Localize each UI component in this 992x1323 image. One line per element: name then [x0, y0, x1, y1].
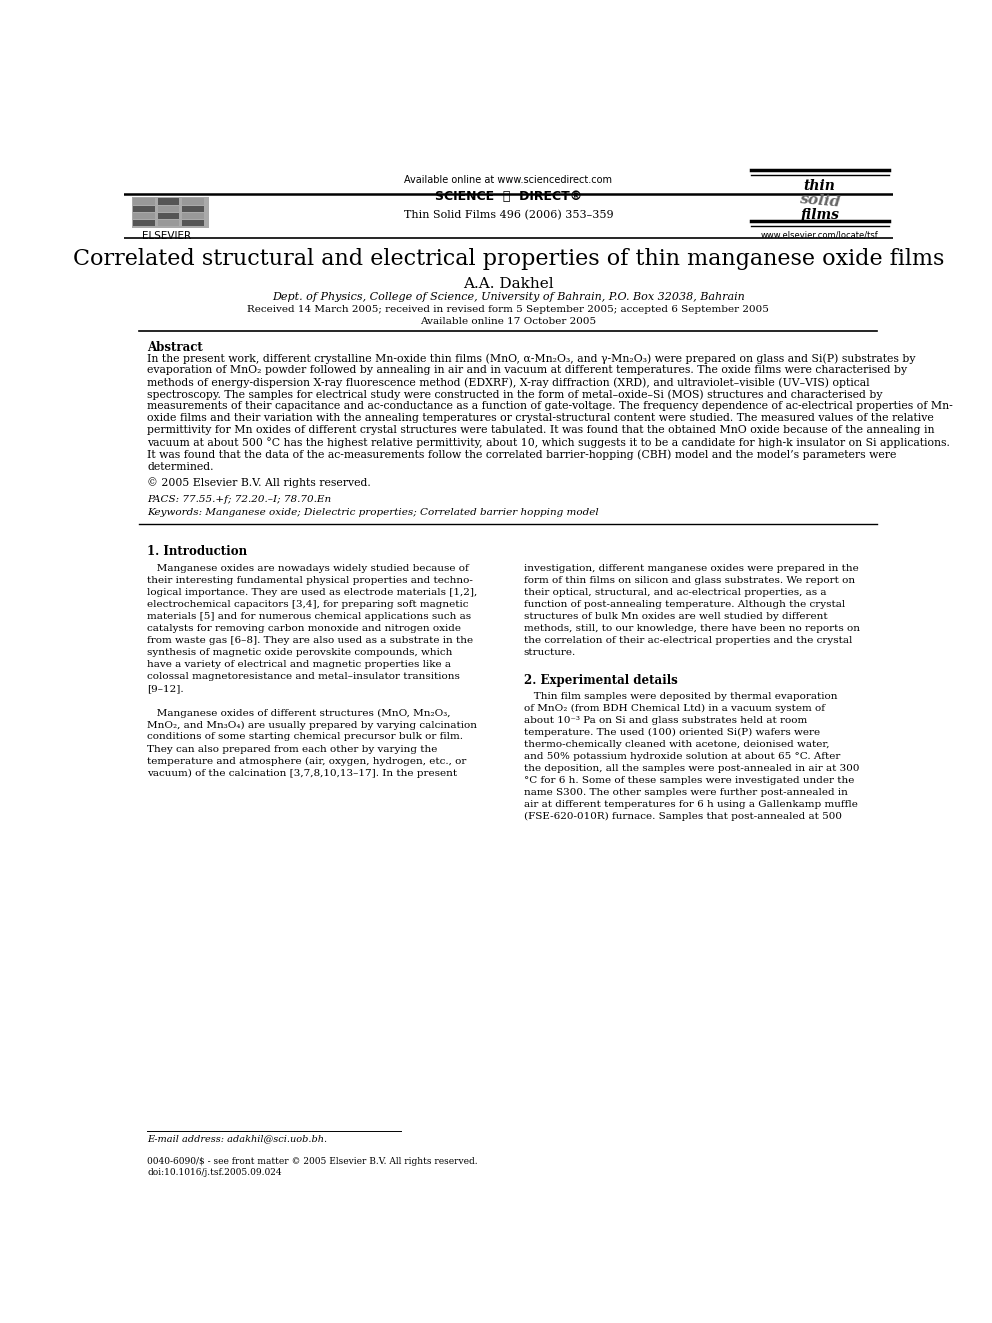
Text: 0040-6090/$ - see front matter © 2005 Elsevier B.V. All rights reserved.: 0040-6090/$ - see front matter © 2005 El… — [147, 1158, 478, 1166]
Text: Thin Solid Films 496 (2006) 353–359: Thin Solid Films 496 (2006) 353–359 — [404, 209, 613, 220]
Text: the correlation of their ac-electrical properties and the crystal: the correlation of their ac-electrical p… — [524, 636, 852, 646]
Bar — [158, 213, 180, 218]
Text: name S300. The other samples were further post-annealed in: name S300. The other samples were furthe… — [524, 789, 847, 798]
Text: [9–12].: [9–12]. — [147, 684, 184, 693]
Bar — [183, 220, 204, 226]
Bar — [158, 220, 180, 226]
Text: © 2005 Elsevier B.V. All rights reserved.: © 2005 Elsevier B.V. All rights reserved… — [147, 478, 371, 488]
Text: spectroscopy. The samples for electrical study were constructed in the form of m: spectroscopy. The samples for electrical… — [147, 389, 883, 400]
Bar — [183, 205, 204, 212]
Text: www.elsevier.com/locate/tsf: www.elsevier.com/locate/tsf — [761, 230, 879, 239]
Text: Manganese oxides of different structures (MnO, Mn₂O₃,: Manganese oxides of different structures… — [147, 708, 450, 717]
Text: evaporation of MnO₂ powder followed by annealing in air and in vacuum at differe: evaporation of MnO₂ powder followed by a… — [147, 365, 908, 376]
Text: They can also prepared from each other by varying the: They can also prepared from each other b… — [147, 745, 437, 754]
Text: their optical, structural, and ac-electrical properties, as a: their optical, structural, and ac-electr… — [524, 589, 826, 597]
Text: It was found that the data of the ac-measurements follow the correlated barrier-: It was found that the data of the ac-mea… — [147, 450, 897, 460]
Bar — [183, 198, 204, 205]
Bar — [183, 213, 204, 218]
Text: E-mail address: adakhil@sci.uob.bh.: E-mail address: adakhil@sci.uob.bh. — [147, 1135, 327, 1143]
Text: Correlated structural and electrical properties of thin manganese oxide films: Correlated structural and electrical pro… — [72, 249, 944, 270]
Text: Available online 17 October 2005: Available online 17 October 2005 — [421, 316, 596, 325]
Text: methods, still, to our knowledge, there have been no reports on: methods, still, to our knowledge, there … — [524, 624, 860, 634]
Text: and 50% potassium hydroxide solution at about 65 °C. After: and 50% potassium hydroxide solution at … — [524, 751, 840, 761]
Text: solid: solid — [799, 192, 841, 210]
Text: permittivity for Mn oxides of different crystal structures were tabulated. It wa: permittivity for Mn oxides of different … — [147, 426, 934, 435]
Text: °C for 6 h. Some of these samples were investigated under the: °C for 6 h. Some of these samples were i… — [524, 777, 854, 785]
Text: temperature and atmosphere (air, oxygen, hydrogen, etc., or: temperature and atmosphere (air, oxygen,… — [147, 757, 466, 766]
Text: logical importance. They are used as electrode materials [1,2],: logical importance. They are used as ele… — [147, 589, 477, 597]
Text: PACS: 77.55.+f; 72.20.–I; 78.70.En: PACS: 77.55.+f; 72.20.–I; 78.70.En — [147, 495, 331, 504]
Text: of MnO₂ (from BDH Chemical Ltd) in a vacuum system of: of MnO₂ (from BDH Chemical Ltd) in a vac… — [524, 704, 824, 713]
Text: oxide films and their variation with the annealing temperatures or crystal-struc: oxide films and their variation with the… — [147, 413, 933, 423]
Bar — [133, 198, 155, 205]
Text: A.A. Dakhel: A.A. Dakhel — [463, 277, 554, 291]
Bar — [133, 205, 155, 212]
Text: catalysts for removing carbon monoxide and nitrogen oxide: catalysts for removing carbon monoxide a… — [147, 624, 461, 634]
Text: from waste gas [6–8]. They are also used as a substrate in the: from waste gas [6–8]. They are also used… — [147, 636, 473, 646]
Text: colossal magnetoresistance and metal–insulator transitions: colossal magnetoresistance and metal–ins… — [147, 672, 460, 681]
Text: Thin film samples were deposited by thermal evaporation: Thin film samples were deposited by ther… — [524, 692, 837, 701]
Text: methods of energy-dispersion X-ray fluorescence method (EDXRF), X-ray diffractio: methods of energy-dispersion X-ray fluor… — [147, 377, 870, 388]
Text: MnO₂, and Mn₃O₄) are usually prepared by varying calcination: MnO₂, and Mn₃O₄) are usually prepared by… — [147, 721, 477, 729]
Text: SCIENCE  ⓐ  DIRECT®: SCIENCE ⓐ DIRECT® — [434, 191, 582, 204]
Text: 2. Experimental details: 2. Experimental details — [524, 673, 678, 687]
Text: 1. Introduction: 1. Introduction — [147, 545, 247, 558]
Text: synthesis of magnetic oxide perovskite compounds, which: synthesis of magnetic oxide perovskite c… — [147, 648, 452, 658]
Text: investigation, different manganese oxides were prepared in the: investigation, different manganese oxide… — [524, 564, 858, 573]
Text: thermo-chemically cleaned with acetone, deionised water,: thermo-chemically cleaned with acetone, … — [524, 740, 829, 749]
Text: Available online at www.sciencedirect.com: Available online at www.sciencedirect.co… — [405, 175, 612, 185]
Bar — [133, 220, 155, 226]
Text: doi:10.1016/j.tsf.2005.09.024: doi:10.1016/j.tsf.2005.09.024 — [147, 1168, 282, 1177]
Bar — [132, 197, 208, 228]
Text: determined.: determined. — [147, 462, 213, 471]
Text: air at different temperatures for 6 h using a Gallenkamp muffle: air at different temperatures for 6 h us… — [524, 800, 858, 810]
Text: Keywords: Manganese oxide; Dielectric properties; Correlated barrier hopping mod: Keywords: Manganese oxide; Dielectric pr… — [147, 508, 599, 517]
Text: materials [5] and for numerous chemical applications such as: materials [5] and for numerous chemical … — [147, 613, 471, 622]
Bar — [158, 205, 180, 212]
Text: Dept. of Physics, College of Science, University of Bahrain, P.O. Box 32038, Bah: Dept. of Physics, College of Science, Un… — [272, 292, 745, 302]
Text: structure.: structure. — [524, 648, 576, 658]
Text: measurements of their capacitance and ac-conductance as a function of gate-volta: measurements of their capacitance and ac… — [147, 401, 952, 411]
Text: conditions of some starting chemical precursor bulk or film.: conditions of some starting chemical pre… — [147, 733, 463, 741]
Text: films: films — [801, 208, 839, 222]
Text: Received 14 March 2005; received in revised form 5 September 2005; accepted 6 Se: Received 14 March 2005; received in revi… — [247, 306, 770, 315]
Text: their interesting fundamental physical properties and techno-: their interesting fundamental physical p… — [147, 577, 473, 585]
Bar — [158, 198, 180, 205]
Text: ELSEVIER: ELSEVIER — [142, 232, 190, 241]
Text: Abstract: Abstract — [147, 341, 202, 355]
Text: (FSE-620-010R) furnace. Samples that post-annealed at 500: (FSE-620-010R) furnace. Samples that pos… — [524, 812, 842, 822]
Text: In the present work, different crystalline Mn-oxide thin films (MnO, α-Mn₂O₃, an: In the present work, different crystalli… — [147, 353, 916, 364]
Text: temperature. The used (100) oriented Si(P) wafers were: temperature. The used (100) oriented Si(… — [524, 728, 820, 737]
Text: thin: thin — [804, 179, 835, 193]
Text: Manganese oxides are nowadays widely studied because of: Manganese oxides are nowadays widely stu… — [147, 564, 469, 573]
Text: the deposition, all the samples were post-annealed in air at 300: the deposition, all the samples were pos… — [524, 765, 859, 773]
Text: structures of bulk Mn oxides are well studied by different: structures of bulk Mn oxides are well st… — [524, 613, 827, 622]
Text: vacuum) of the calcination [3,7,8,10,13–17]. In the present: vacuum) of the calcination [3,7,8,10,13–… — [147, 769, 457, 778]
Text: vacuum at about 500 °C has the highest relative permittivity, about 10, which su: vacuum at about 500 °C has the highest r… — [147, 438, 950, 448]
Text: about 10⁻³ Pa on Si and glass substrates held at room: about 10⁻³ Pa on Si and glass substrates… — [524, 716, 807, 725]
Bar — [133, 213, 155, 218]
Text: form of thin films on silicon and glass substrates. We report on: form of thin films on silicon and glass … — [524, 577, 855, 585]
Text: have a variety of electrical and magnetic properties like a: have a variety of electrical and magneti… — [147, 660, 451, 669]
Text: function of post-annealing temperature. Although the crystal: function of post-annealing temperature. … — [524, 601, 845, 610]
Text: electrochemical capacitors [3,4], for preparing soft magnetic: electrochemical capacitors [3,4], for pr… — [147, 601, 468, 610]
